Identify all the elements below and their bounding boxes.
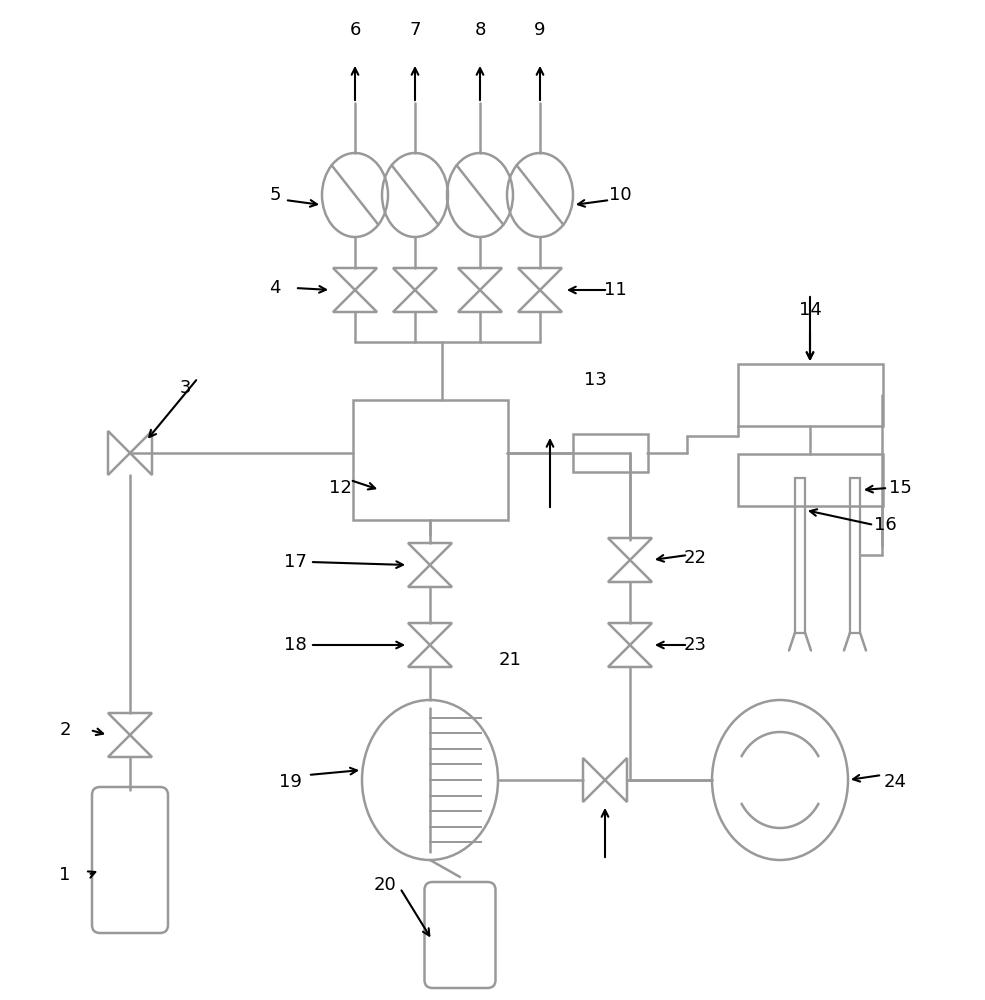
Text: 16: 16 [874, 516, 896, 534]
Text: 14: 14 [799, 301, 821, 319]
Text: 19: 19 [279, 773, 301, 791]
Text: 1: 1 [59, 866, 71, 884]
Bar [353, 400, 507, 520]
Text: 2: 2 [59, 721, 71, 739]
Bar [850, 478, 860, 633]
Text: 10: 10 [609, 186, 631, 204]
Text: 21: 21 [498, 651, 521, 669]
Text: 6: 6 [350, 21, 361, 39]
FancyBboxPatch shape [425, 882, 495, 988]
Text: 4: 4 [269, 279, 281, 297]
Text: 8: 8 [475, 21, 486, 39]
Text: 12: 12 [329, 479, 352, 497]
Text: 22: 22 [684, 549, 706, 567]
Bar [795, 478, 805, 633]
Text: 13: 13 [583, 371, 607, 389]
Bar [738, 364, 883, 426]
Text: 20: 20 [373, 876, 396, 894]
Text: 5: 5 [269, 186, 281, 204]
Text: 11: 11 [604, 281, 626, 299]
Text: 3: 3 [179, 379, 191, 397]
Text: 9: 9 [534, 21, 546, 39]
FancyBboxPatch shape [92, 787, 168, 933]
Text: 18: 18 [284, 636, 306, 654]
Text: 24: 24 [884, 773, 906, 791]
Bar [572, 434, 647, 472]
Text: 15: 15 [888, 479, 911, 497]
Text: 23: 23 [684, 636, 706, 654]
Bar [738, 454, 883, 506]
Text: 17: 17 [284, 553, 306, 571]
Text: 7: 7 [409, 21, 421, 39]
